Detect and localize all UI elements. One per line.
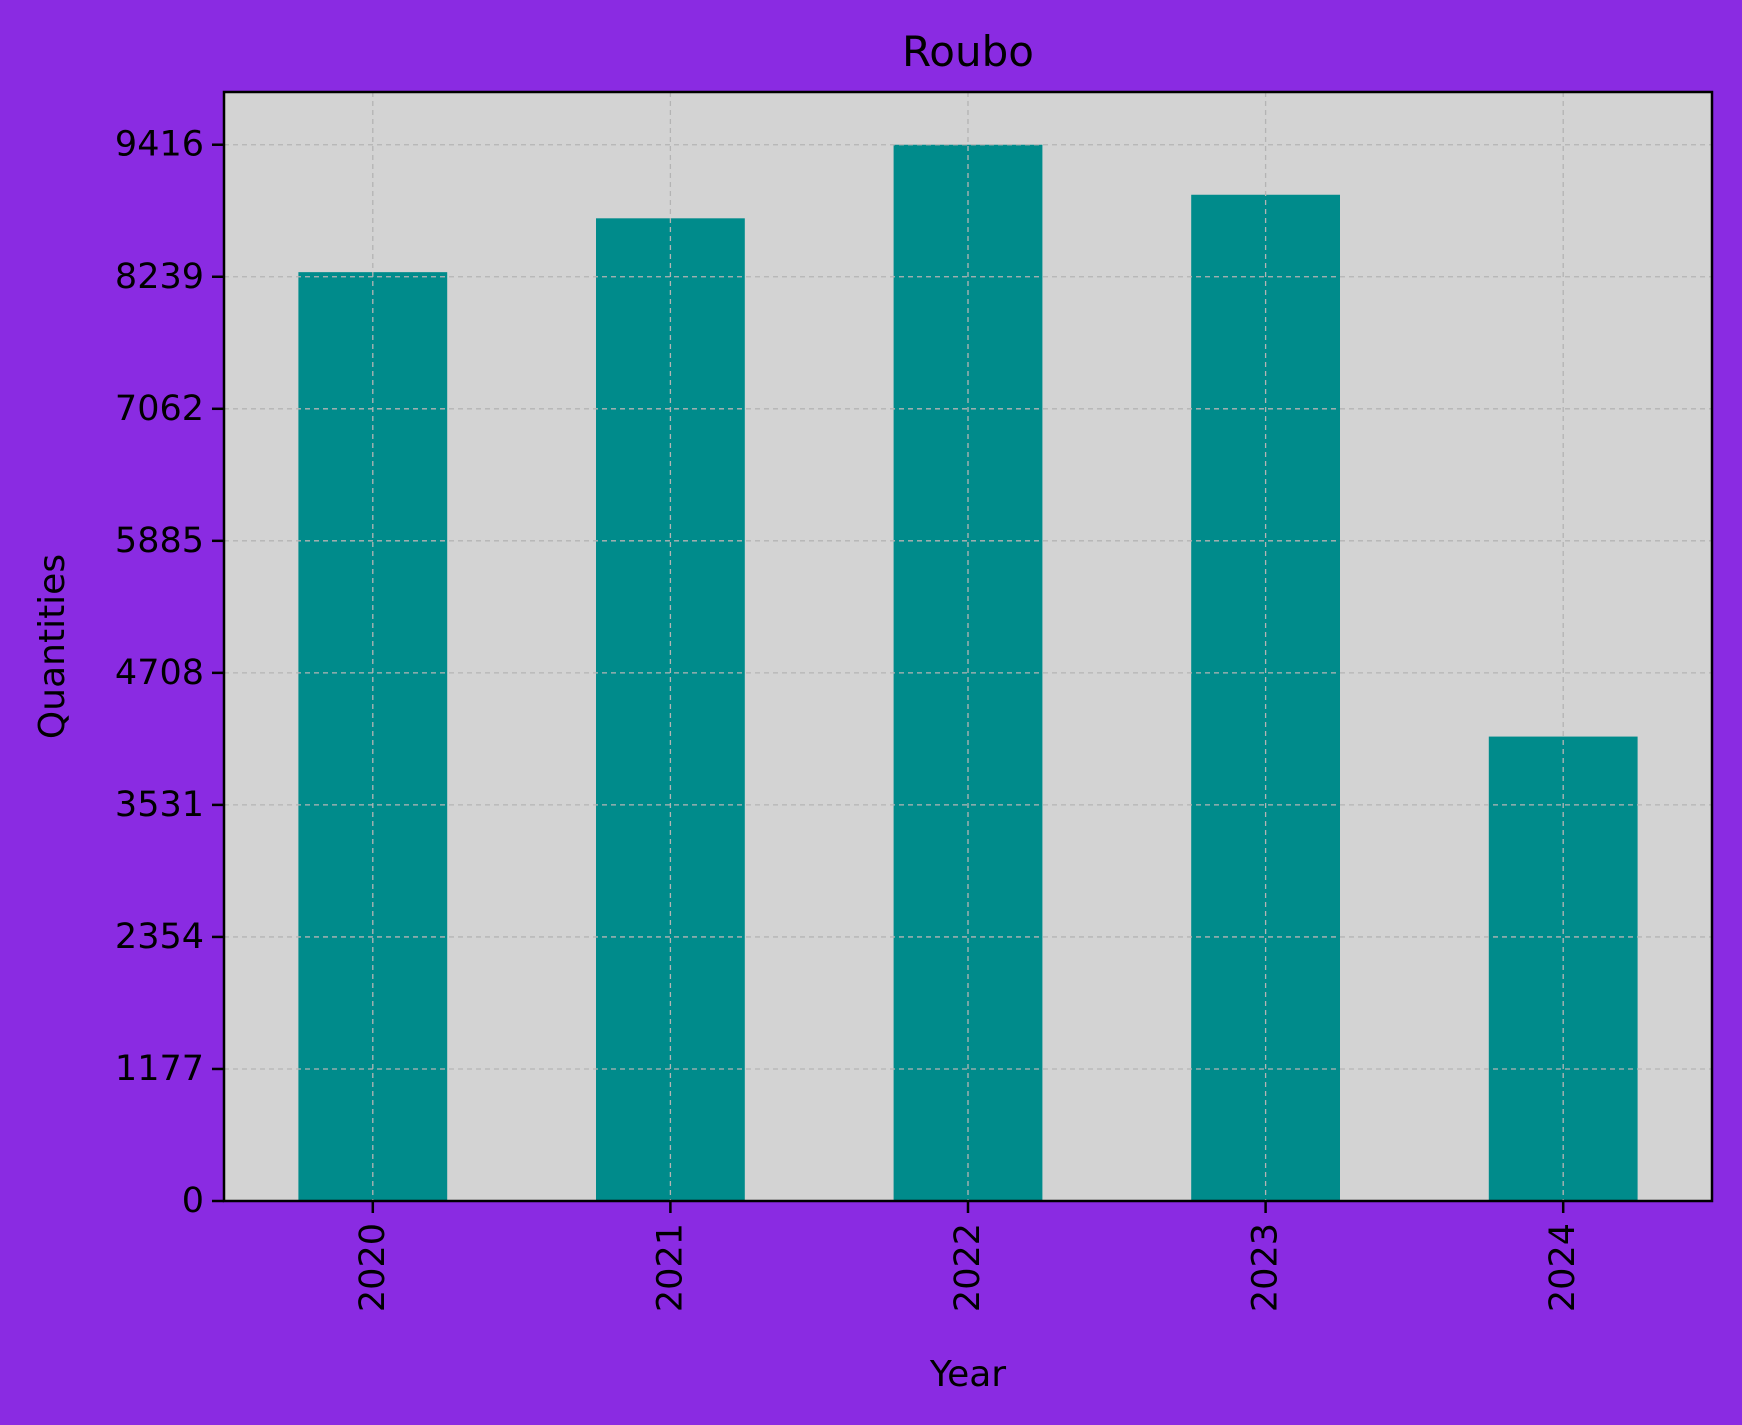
y-tick-label: 7062: [115, 389, 204, 429]
y-tick-label: 5885: [115, 521, 204, 561]
x-tick-label: 2022: [948, 1223, 988, 1312]
y-tick-label: 4708: [115, 653, 204, 693]
y-tick-label: 1177: [115, 1049, 204, 1089]
x-tick-label: 2021: [650, 1223, 690, 1312]
chart-title: Roubo: [902, 27, 1034, 76]
x-tick-label: 2020: [353, 1223, 393, 1312]
x-tick-label: 2024: [1543, 1223, 1583, 1312]
x-axis-label: Year: [929, 1354, 1006, 1395]
axis-ticks: 0 1177 2354 3531 4708 5885 7062 8239 9416 2020 202…: [115, 125, 1583, 1312]
y-tick-label: 8239: [115, 257, 204, 297]
y-tick-label: 3531: [115, 785, 204, 825]
x-tick-label: 2023: [1246, 1223, 1286, 1312]
y-axis-label: Quantities: [32, 554, 73, 739]
y-tick-label: 0: [182, 1181, 204, 1221]
y-tick-label: 9416: [115, 125, 204, 165]
y-tick-label: 2354: [115, 917, 204, 957]
